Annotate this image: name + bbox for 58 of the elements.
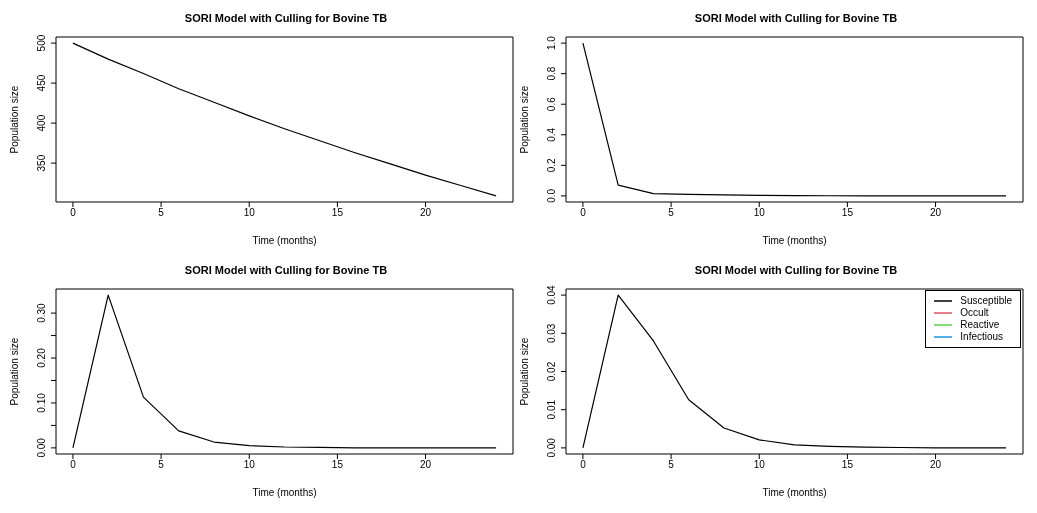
y-axis-title: Population size: [518, 85, 530, 154]
y-tick-label: 400: [36, 114, 47, 132]
x-tick-label: 5: [668, 459, 675, 471]
legend-label: Reactive: [960, 319, 1000, 331]
x-tick-label: 20: [419, 207, 432, 219]
line-series: [72, 42, 497, 197]
y-tick-label: 500: [36, 34, 47, 52]
x-tick-label: 15: [331, 459, 344, 471]
line-series: [72, 294, 497, 449]
x-axis-title: Time (months): [252, 487, 317, 498]
y-tick-label: 0.03: [546, 323, 557, 344]
y-tick-label: 0.8: [546, 66, 557, 81]
y-tick-label: 0.2: [546, 157, 557, 173]
chart-title: SORI Model with Culling for Bovine TB: [693, 12, 899, 24]
x-tick-label: 0: [580, 459, 587, 471]
x-tick-label: 0: [70, 459, 77, 471]
x-tick-label: 5: [158, 459, 165, 471]
legend-label: Occult: [960, 307, 989, 319]
y-tick-label: 0.00: [546, 437, 557, 458]
x-tick-label: 5: [158, 207, 165, 219]
x-tick-label: 15: [841, 459, 854, 471]
x-tick-label: 20: [419, 459, 432, 471]
x-tick-label: 20: [929, 207, 942, 219]
y-axis-title: Population size: [8, 337, 20, 406]
x-tick-label: 15: [841, 207, 854, 219]
x-tick-label: 15: [331, 207, 344, 219]
y-tick-label: 0.02: [546, 361, 557, 382]
y-tick-label: 0.01: [546, 399, 557, 420]
y-tick-label: 0.0: [546, 188, 557, 203]
x-axis-title: Time (months): [762, 487, 827, 498]
y-axis-title: Population size: [8, 85, 20, 154]
legend-label: Infectious: [960, 331, 1004, 343]
y-tick-label: 0.10: [36, 392, 47, 413]
x-tick-label: 10: [243, 459, 256, 471]
x-tick-label: 10: [243, 207, 256, 219]
y-axis-title: Population size: [518, 337, 530, 406]
chart-title: SORI Model with Culling for Bovine TB: [183, 264, 389, 276]
x-axis-title: Time (months): [762, 235, 827, 246]
y-tick-label: 1.0: [546, 35, 557, 51]
y-tick-label: 0.00: [36, 437, 47, 458]
x-tick-label: 0: [580, 207, 587, 219]
y-tick-label: 0.04: [546, 284, 557, 305]
y-tick-label: 350: [36, 154, 47, 172]
x-tick-label: 5: [668, 207, 675, 219]
line-series: [582, 42, 1007, 197]
x-tick-label: 10: [753, 459, 766, 471]
chart-title: SORI Model with Culling for Bovine TB: [183, 12, 389, 24]
y-tick-label: 450: [36, 74, 47, 92]
y-tick-label: 0.6: [546, 96, 557, 112]
x-tick-label: 10: [753, 207, 766, 219]
y-tick-label: 0.30: [36, 302, 47, 323]
legend-label: Susceptible: [960, 295, 1012, 307]
x-tick-label: 20: [929, 459, 942, 471]
x-axis-title: Time (months): [252, 235, 317, 246]
x-tick-label: 0: [70, 207, 77, 219]
y-tick-label: 0.20: [36, 347, 47, 368]
chart-title: SORI Model with Culling for Bovine TB: [693, 264, 899, 276]
y-tick-label: 0.4: [546, 127, 557, 142]
